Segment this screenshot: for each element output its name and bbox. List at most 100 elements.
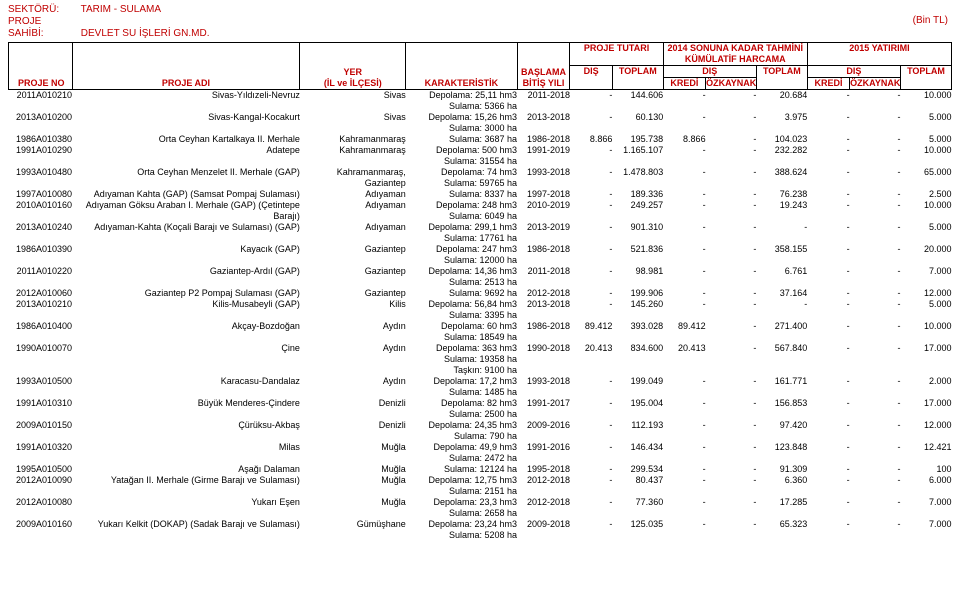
cell: -	[706, 112, 757, 134]
cell: 232.282	[756, 145, 807, 167]
cell: 388.624	[756, 167, 807, 189]
table-row: 2013A010210Kilis-Musabeyli (GAP)KilisDep…	[9, 299, 952, 321]
cell: -	[663, 189, 705, 200]
header-right: (Bin TL)	[913, 4, 952, 40]
cell: Sivas	[300, 112, 406, 134]
cell: -	[850, 519, 901, 541]
cell: Gaziantep	[300, 266, 406, 288]
cell: Adıyaman-Kahta (Koçali Barajı ve Sulamas…	[72, 222, 300, 244]
cell: -	[850, 288, 901, 299]
cell: 6.000	[901, 475, 952, 497]
col-kum-dis: DIŞ	[663, 66, 756, 78]
cell: -	[807, 497, 849, 519]
cell: Kahramanmaraş, Gaziantep	[300, 167, 406, 189]
cell: 1991A010310	[9, 398, 73, 420]
cell: -	[807, 134, 849, 145]
cell: Sivas-Yıldızeli-Nevruz	[72, 90, 300, 113]
cell: -	[850, 464, 901, 475]
cell: 1993A010480	[9, 167, 73, 189]
cell: Kilis	[300, 299, 406, 321]
cell: -	[570, 519, 612, 541]
cell: Milas	[72, 442, 300, 464]
cell: 2011A010210	[9, 90, 73, 113]
cell: -	[663, 398, 705, 420]
cell: 2013-2018	[517, 112, 570, 134]
cell: 1995-2018	[517, 464, 570, 475]
cell: -	[706, 442, 757, 464]
cell: 2012A010090	[9, 475, 73, 497]
cell: -	[706, 288, 757, 299]
cell: Sivas	[300, 90, 406, 113]
cell: -	[663, 90, 705, 113]
cell: 249.257	[612, 200, 663, 222]
cell: Depolama: 248 hm3 Sulama: 6049 ha	[406, 200, 517, 222]
cell: -	[850, 112, 901, 134]
cell: -	[807, 189, 849, 200]
cell: 104.023	[756, 134, 807, 145]
cell: 1.478.803	[612, 167, 663, 189]
cell: -	[570, 299, 612, 321]
cell: -	[850, 189, 901, 200]
cell: -	[706, 376, 757, 398]
cell: 199.906	[612, 288, 663, 299]
cell: 145.260	[612, 299, 663, 321]
cell: -	[570, 222, 612, 244]
cell: -	[807, 519, 849, 541]
cell: 10.000	[901, 321, 952, 343]
cell: -	[663, 222, 705, 244]
table-row: 2012A010060Gaziantep P2 Pompaj Sulaması …	[9, 288, 952, 299]
cell: -	[850, 145, 901, 167]
cell: -	[706, 420, 757, 442]
owner-label: PROJE SAHİBİ:	[8, 16, 78, 40]
cell: -	[850, 167, 901, 189]
sector-line: SEKTÖRÜ: TARIM - SULAMA	[8, 4, 210, 16]
cell: Sulama: 9692 ha	[406, 288, 517, 299]
table-row: 2013A010240Adıyaman-Kahta (Koçali Barajı…	[9, 222, 952, 244]
cell: 37.164	[756, 288, 807, 299]
col-kum-kredi: KREDİ	[663, 78, 705, 90]
cell: -	[706, 189, 757, 200]
cell: Gümüşhane	[300, 519, 406, 541]
cell: -	[663, 376, 705, 398]
table-row: 2011A010210Sivas-Yıldızeli-NevruzSivasDe…	[9, 90, 952, 113]
cell: Yukarı Eşen	[72, 497, 300, 519]
cell: 144.606	[612, 90, 663, 113]
cell: 123.848	[756, 442, 807, 464]
table-row: 1993A010480Orta Ceyhan Menzelet II. Merh…	[9, 167, 952, 189]
cell: 299.534	[612, 464, 663, 475]
owner-value: DEVLET SU İŞLERİ GN.MD.	[81, 28, 210, 39]
cell: -	[570, 112, 612, 134]
cell: Gaziantep-Ardıl (GAP)	[72, 266, 300, 288]
cell: -	[663, 442, 705, 464]
cell: Depolama: 247 hm3 Sulama: 12000 ha	[406, 244, 517, 266]
cell: 7.000	[901, 266, 952, 288]
cell: 2009-2018	[517, 519, 570, 541]
cell: -	[706, 299, 757, 321]
cell: Büyük Menderes-Çindere	[72, 398, 300, 420]
cell: Aydın	[300, 321, 406, 343]
col-baslama: BAŞLAMA BİTİŞ YILI	[517, 43, 570, 90]
cell: 97.420	[756, 420, 807, 442]
cell: Depolama: 23,3 hm3 Sulama: 2658 ha	[406, 497, 517, 519]
cell: Adatepe	[72, 145, 300, 167]
cell: Depolama: 82 hm3 Sulama: 2500 ha	[406, 398, 517, 420]
table-row: 2011A010220Gaziantep-Ardıl (GAP)Gaziante…	[9, 266, 952, 288]
table-row: 1991A010320MilasMuğlaDepolama: 49,9 hm3 …	[9, 442, 952, 464]
cell: 7.000	[901, 519, 952, 541]
cell: Muğla	[300, 475, 406, 497]
cell: 1993-2018	[517, 167, 570, 189]
cell: -	[807, 376, 849, 398]
cell: -	[807, 442, 849, 464]
cell: Sulama: 12124 ha	[406, 464, 517, 475]
cell: -	[850, 321, 901, 343]
cell: -	[807, 266, 849, 288]
cell: Yukarı Kelkit (DOKAP) (Sadak Barajı ve S…	[72, 519, 300, 541]
cell: 89.412	[570, 321, 612, 343]
cell: 125.035	[612, 519, 663, 541]
cell: 358.155	[756, 244, 807, 266]
cell: Aydın	[300, 376, 406, 398]
cell: -	[706, 134, 757, 145]
cell: -	[663, 475, 705, 497]
cell: 1991-2016	[517, 442, 570, 464]
cell: 521.836	[612, 244, 663, 266]
